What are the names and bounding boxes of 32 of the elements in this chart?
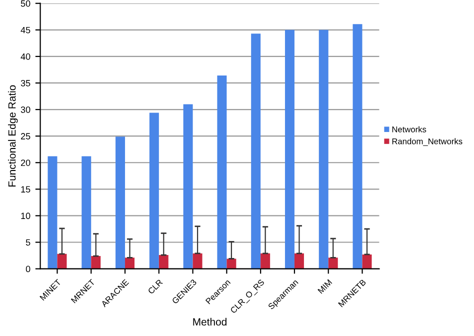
y-tick-label: 0 (26, 266, 30, 272)
y-tick-label: 15 (21, 186, 30, 193)
y-tick-label: 40 (20, 53, 30, 60)
legend-label: Networks (392, 126, 426, 132)
y-tick-label: 30 (20, 106, 30, 113)
bar (116, 136, 126, 269)
x-axis-title: Method (193, 318, 226, 326)
bar (352, 24, 362, 269)
bar (260, 253, 270, 269)
y-tick-label: 50 (20, 0, 30, 7)
bar (294, 253, 304, 269)
bar (149, 112, 159, 269)
bar (183, 104, 193, 269)
bar (57, 254, 67, 269)
y-tick-label: 5 (26, 239, 30, 246)
bar (48, 156, 58, 269)
bar (158, 254, 168, 269)
y-tick-label: 35 (20, 80, 30, 86)
bar (284, 30, 294, 269)
bar (217, 76, 227, 269)
legend-label: Random_Networks (392, 138, 462, 146)
y-tick-label: 45 (20, 26, 30, 34)
bar (192, 253, 202, 269)
bar (91, 256, 101, 269)
bar (82, 156, 92, 269)
y-tick-label: 20 (20, 160, 30, 166)
x-tick-label: CLR (148, 278, 163, 294)
bar (318, 30, 328, 269)
y-tick-label: 10 (21, 212, 30, 220)
bar (251, 34, 261, 269)
y-axis-title: Functional Edge Ratio (8, 85, 18, 186)
y-tick-label: 25 (20, 133, 30, 140)
